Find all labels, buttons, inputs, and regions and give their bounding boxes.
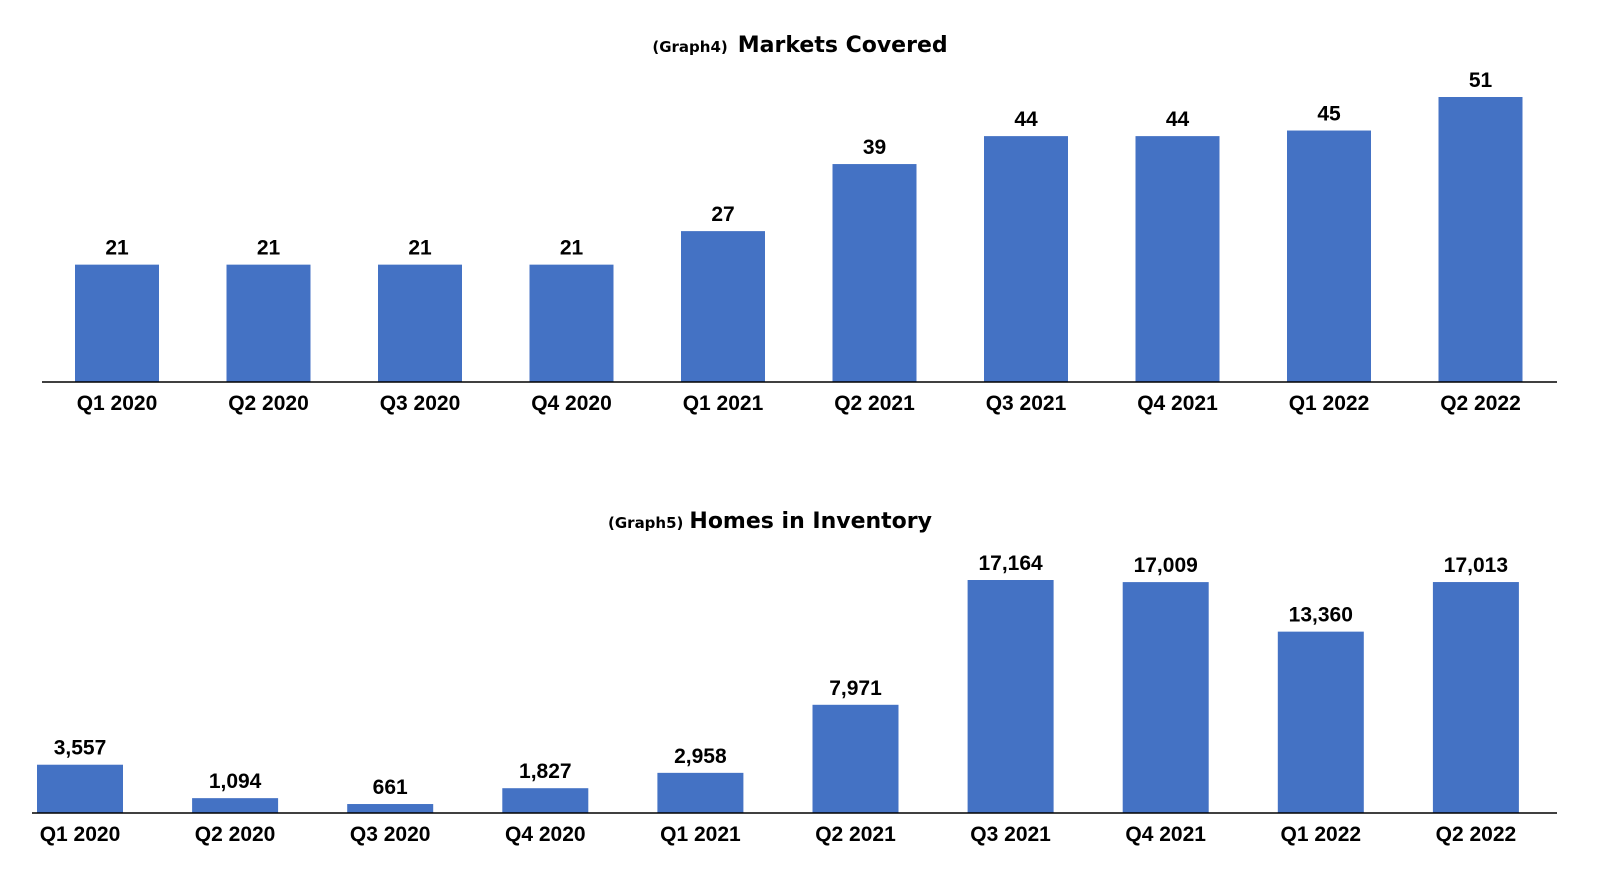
bar — [657, 772, 744, 813]
category-label-group: Q1 2020 Q2 2020 Q3 2020 Q4 2020 Q1 2021 Q2 20… — [77, 392, 1521, 415]
bar — [226, 264, 311, 382]
x-tick-label: Q4 2020 — [505, 823, 586, 846]
data-label: 17,013 — [1444, 554, 1508, 577]
data-label: 44 — [1014, 108, 1038, 131]
x-tick-label: Q3 2021 — [986, 392, 1067, 415]
x-tick-label: Q4 2021 — [1137, 392, 1218, 415]
data-label: 39 — [863, 136, 886, 159]
x-tick-label: Q1 2020 — [77, 392, 158, 415]
x-tick-label: Q3 2020 — [380, 392, 461, 415]
bar — [1135, 136, 1220, 382]
data-label: 661 — [373, 776, 408, 799]
x-tick-label: Q1 2021 — [683, 392, 764, 415]
chart-homes-in-inventory: (Graph5) Homes in Inventory 3,557 1,094 661… — [32, 509, 1557, 846]
chart-markets-covered: (Graph4) Markets Covered 21 21 21 21 27 39 44 44… — [42, 33, 1557, 415]
x-tick-label: Q4 2021 — [1125, 823, 1206, 846]
bar — [1438, 97, 1523, 382]
x-tick-label: Q3 2020 — [350, 823, 431, 846]
x-tick-label: Q2 2020 — [195, 823, 276, 846]
bar — [192, 798, 279, 813]
x-tick-label: Q3 2021 — [970, 823, 1051, 846]
value-label-group: 3,557 1,094 661 1,827 2,958 7,971 17,164 17,009… — [54, 552, 1508, 799]
x-tick-label: Q2 2021 — [815, 823, 896, 846]
data-label: 17,009 — [1134, 554, 1198, 577]
data-label: 1,827 — [519, 760, 572, 783]
x-tick-label: Q1 2021 — [660, 823, 741, 846]
bar — [502, 788, 589, 813]
data-label: 17,164 — [978, 552, 1043, 575]
bar-group — [37, 580, 1519, 813]
data-label: 27 — [711, 203, 734, 226]
data-label: 1,094 — [209, 770, 262, 793]
data-label: 13,360 — [1289, 604, 1353, 627]
data-label: 21 — [257, 237, 281, 260]
data-label: 21 — [105, 237, 129, 260]
data-label: 44 — [1166, 108, 1190, 131]
x-tick-label: Q4 2020 — [531, 392, 612, 415]
bar — [378, 264, 462, 382]
bar — [1277, 631, 1364, 813]
bar — [37, 764, 123, 813]
bar — [832, 164, 917, 382]
chart-title-prefix: (Graph5) — [608, 514, 683, 532]
data-label: 3,557 — [54, 737, 107, 760]
bar-group — [75, 97, 1523, 382]
chart-title-prefix: (Graph4) — [652, 38, 727, 56]
chart-title-main: Homes in Inventory — [689, 509, 932, 534]
data-label: 2,958 — [674, 745, 727, 768]
x-tick-label: Q1 2022 — [1281, 823, 1362, 846]
bar — [812, 704, 899, 813]
bar — [529, 264, 614, 382]
chart-title: (Graph5) Homes in Inventory — [608, 509, 932, 534]
data-label: 21 — [408, 237, 432, 260]
x-tick-label: Q2 2021 — [834, 392, 915, 415]
data-label: 21 — [560, 237, 584, 260]
bar — [347, 804, 434, 813]
x-tick-label: Q1 2022 — [1289, 392, 1370, 415]
x-tick-label: Q1 2020 — [40, 823, 121, 846]
chart-title-main: Markets Covered — [738, 33, 948, 58]
bar — [681, 231, 765, 382]
chart-title: (Graph4) Markets Covered — [652, 33, 947, 58]
data-label: 45 — [1317, 103, 1341, 126]
value-label-group: 21 21 21 21 27 39 44 44 45 51 — [105, 69, 1492, 260]
data-label: 7,971 — [829, 677, 882, 700]
category-label-group: Q1 2020 Q2 2020 Q3 2020 Q4 2020 Q1 2021 Q2 20… — [40, 823, 1516, 846]
bar — [1287, 130, 1371, 382]
x-tick-label: Q2 2020 — [228, 392, 309, 415]
bar — [1122, 582, 1209, 813]
x-tick-label: Q2 2022 — [1436, 823, 1517, 846]
bar — [984, 136, 1068, 382]
bar — [75, 264, 159, 382]
bar — [1432, 582, 1519, 813]
data-label: 51 — [1469, 69, 1493, 92]
x-tick-label: Q2 2022 — [1440, 392, 1521, 415]
bar — [967, 580, 1054, 813]
